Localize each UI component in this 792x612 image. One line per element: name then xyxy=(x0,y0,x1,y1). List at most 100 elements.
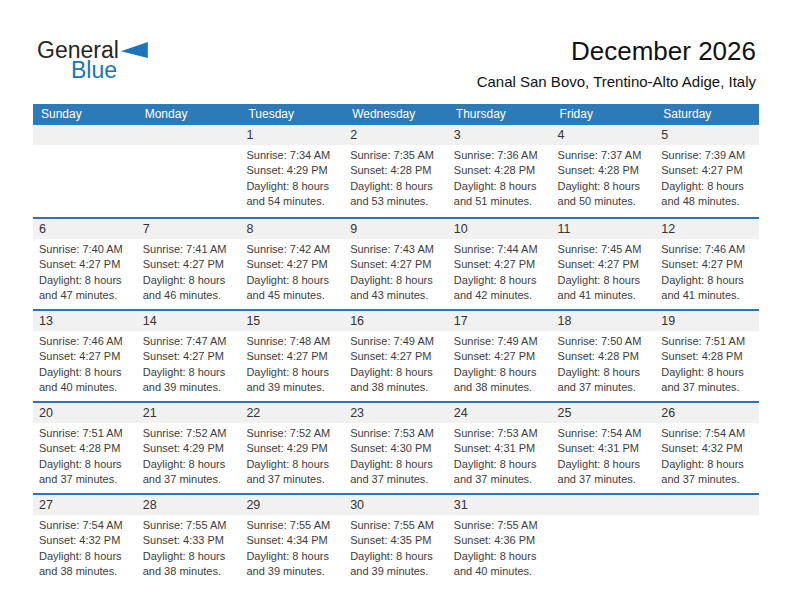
day-cell-21: 21Sunrise: 7:52 AMSunset: 4:29 PMDayligh… xyxy=(137,403,241,493)
sunset-text: Sunset: 4:27 PM xyxy=(39,349,131,364)
day-number: 11 xyxy=(552,219,656,239)
day-details: Sunrise: 7:35 AMSunset: 4:28 PMDaylight:… xyxy=(344,145,448,210)
day-cell-2: 2Sunrise: 7:35 AMSunset: 4:28 PMDaylight… xyxy=(344,125,448,217)
day-number xyxy=(33,125,137,145)
day-cell-13: 13Sunrise: 7:46 AMSunset: 4:27 PMDayligh… xyxy=(33,311,137,401)
day-details: Sunrise: 7:55 AMSunset: 4:36 PMDaylight:… xyxy=(448,515,552,580)
sunset-text: Sunset: 4:27 PM xyxy=(558,257,650,272)
empty-cell xyxy=(33,125,137,217)
day-details: Sunrise: 7:53 AMSunset: 4:31 PMDaylight:… xyxy=(448,423,552,488)
daylight-text: Daylight: 8 hours and 40 minutes. xyxy=(454,549,546,580)
day-number: 21 xyxy=(137,403,241,423)
day-cell-26: 26Sunrise: 7:54 AMSunset: 4:32 PMDayligh… xyxy=(655,403,759,493)
empty-cell xyxy=(552,495,656,585)
sunrise-text: Sunrise: 7:45 AM xyxy=(558,242,650,257)
daylight-text: Daylight: 8 hours and 37 minutes. xyxy=(39,457,131,488)
day-number: 26 xyxy=(655,403,759,423)
day-number: 25 xyxy=(552,403,656,423)
daylight-text: Daylight: 8 hours and 39 minutes. xyxy=(246,365,338,396)
sunset-text: Sunset: 4:28 PM xyxy=(558,163,650,178)
day-cell-24: 24Sunrise: 7:53 AMSunset: 4:31 PMDayligh… xyxy=(448,403,552,493)
day-cell-14: 14Sunrise: 7:47 AMSunset: 4:27 PMDayligh… xyxy=(137,311,241,401)
day-number: 30 xyxy=(344,495,448,515)
daylight-text: Daylight: 8 hours and 41 minutes. xyxy=(558,273,650,304)
sunrise-text: Sunrise: 7:53 AM xyxy=(454,426,546,441)
page-title: December 2026 xyxy=(477,36,756,67)
weekday-header-friday: Friday xyxy=(552,104,656,125)
day-cell-19: 19Sunrise: 7:51 AMSunset: 4:28 PMDayligh… xyxy=(655,311,759,401)
daylight-text: Daylight: 8 hours and 37 minutes. xyxy=(143,457,235,488)
daylight-text: Daylight: 8 hours and 39 minutes. xyxy=(143,365,235,396)
sunset-text: Sunset: 4:28 PM xyxy=(39,441,131,456)
weekday-header-wednesday: Wednesday xyxy=(344,104,448,125)
weekday-header-monday: Monday xyxy=(137,104,241,125)
day-number: 8 xyxy=(240,219,344,239)
daylight-text: Daylight: 8 hours and 45 minutes. xyxy=(246,273,338,304)
weekday-header-saturday: Saturday xyxy=(655,104,759,125)
sunrise-text: Sunrise: 7:39 AM xyxy=(661,148,753,163)
sunrise-text: Sunrise: 7:55 AM xyxy=(350,518,442,533)
daylight-text: Daylight: 8 hours and 37 minutes. xyxy=(454,457,546,488)
day-details: Sunrise: 7:54 AMSunset: 4:32 PMDaylight:… xyxy=(33,515,137,580)
sunset-text: Sunset: 4:28 PM xyxy=(661,349,753,364)
daylight-text: Daylight: 8 hours and 51 minutes. xyxy=(454,179,546,210)
day-details: Sunrise: 7:36 AMSunset: 4:28 PMDaylight:… xyxy=(448,145,552,210)
sunset-text: Sunset: 4:31 PM xyxy=(558,441,650,456)
day-details: Sunrise: 7:53 AMSunset: 4:30 PMDaylight:… xyxy=(344,423,448,488)
sunrise-text: Sunrise: 7:46 AM xyxy=(39,334,131,349)
sunset-text: Sunset: 4:34 PM xyxy=(246,533,338,548)
day-number: 23 xyxy=(344,403,448,423)
sunset-text: Sunset: 4:32 PM xyxy=(661,441,753,456)
day-details: Sunrise: 7:54 AMSunset: 4:31 PMDaylight:… xyxy=(552,423,656,488)
sunset-text: Sunset: 4:31 PM xyxy=(454,441,546,456)
sunrise-text: Sunrise: 7:42 AM xyxy=(246,242,338,257)
sunset-text: Sunset: 4:28 PM xyxy=(350,163,442,178)
day-number: 31 xyxy=(448,495,552,515)
daylight-text: Daylight: 8 hours and 38 minutes. xyxy=(454,365,546,396)
day-details: Sunrise: 7:47 AMSunset: 4:27 PMDaylight:… xyxy=(137,331,241,396)
sunset-text: Sunset: 4:30 PM xyxy=(350,441,442,456)
day-details: Sunrise: 7:49 AMSunset: 4:27 PMDaylight:… xyxy=(344,331,448,396)
day-cell-11: 11 Sunrise: 7:45 AMSunset: 4:27 PMDayligh… xyxy=(552,219,656,309)
day-details xyxy=(552,515,656,518)
daylight-text: Daylight: 8 hours and 46 minutes. xyxy=(143,273,235,304)
day-number: 10 xyxy=(448,219,552,239)
sunrise-text: Sunrise: 7:46 AM xyxy=(661,242,753,257)
day-cell-10: 10Sunrise: 7:44 AMSunset: 4:27 PMDayligh… xyxy=(448,219,552,309)
day-cell-3: 3Sunrise: 7:36 AMSunset: 4:28 PMDaylight… xyxy=(448,125,552,217)
day-details: Sunrise: 7:44 AMSunset: 4:27 PMDaylight:… xyxy=(448,239,552,304)
day-cell-25: 25Sunrise: 7:54 AMSunset: 4:31 PMDayligh… xyxy=(552,403,656,493)
day-number: 15 xyxy=(240,311,344,331)
sunset-text: Sunset: 4:27 PM xyxy=(454,349,546,364)
sunrise-text: Sunrise: 7:54 AM xyxy=(558,426,650,441)
day-details: Sunrise: 7:52 AMSunset: 4:29 PMDaylight:… xyxy=(240,423,344,488)
daylight-text: Daylight: 8 hours and 41 minutes. xyxy=(661,273,753,304)
daylight-text: Daylight: 8 hours and 47 minutes. xyxy=(39,273,131,304)
sunrise-text: Sunrise: 7:49 AM xyxy=(454,334,546,349)
day-number: 1 xyxy=(240,125,344,145)
day-details: Sunrise: 7:50 AMSunset: 4:28 PMDaylight:… xyxy=(552,331,656,396)
sunrise-text: Sunrise: 7:49 AM xyxy=(350,334,442,349)
day-cell-27: 27Sunrise: 7:54 AMSunset: 4:32 PMDayligh… xyxy=(33,495,137,585)
sunset-text: Sunset: 4:35 PM xyxy=(350,533,442,548)
sunset-text: Sunset: 4:29 PM xyxy=(246,441,338,456)
day-number: 18 xyxy=(552,311,656,331)
sunrise-text: Sunrise: 7:43 AM xyxy=(350,242,442,257)
sunset-text: Sunset: 4:27 PM xyxy=(246,349,338,364)
day-number: 27 xyxy=(33,495,137,515)
day-details: Sunrise: 7:46 AMSunset: 4:27 PMDaylight:… xyxy=(33,331,137,396)
day-cell-12: 12Sunrise: 7:46 AMSunset: 4:27 PMDayligh… xyxy=(655,219,759,309)
day-number: 6 xyxy=(33,219,137,239)
sunrise-text: Sunrise: 7:55 AM xyxy=(246,518,338,533)
day-number: 16 xyxy=(344,311,448,331)
day-details: Sunrise: 7:51 AMSunset: 4:28 PMDaylight:… xyxy=(33,423,137,488)
weekday-header-thursday: Thursday xyxy=(448,104,552,125)
daylight-text: Daylight: 8 hours and 40 minutes. xyxy=(39,365,131,396)
day-number: 22 xyxy=(240,403,344,423)
day-cell-1: 1Sunrise: 7:34 AMSunset: 4:29 PMDaylight… xyxy=(240,125,344,217)
day-number: 28 xyxy=(137,495,241,515)
day-number: 7 xyxy=(137,219,241,239)
daylight-text: Daylight: 8 hours and 53 minutes. xyxy=(350,179,442,210)
sunrise-text: Sunrise: 7:34 AM xyxy=(246,148,338,163)
day-cell-16: 16Sunrise: 7:49 AMSunset: 4:27 PMDayligh… xyxy=(344,311,448,401)
